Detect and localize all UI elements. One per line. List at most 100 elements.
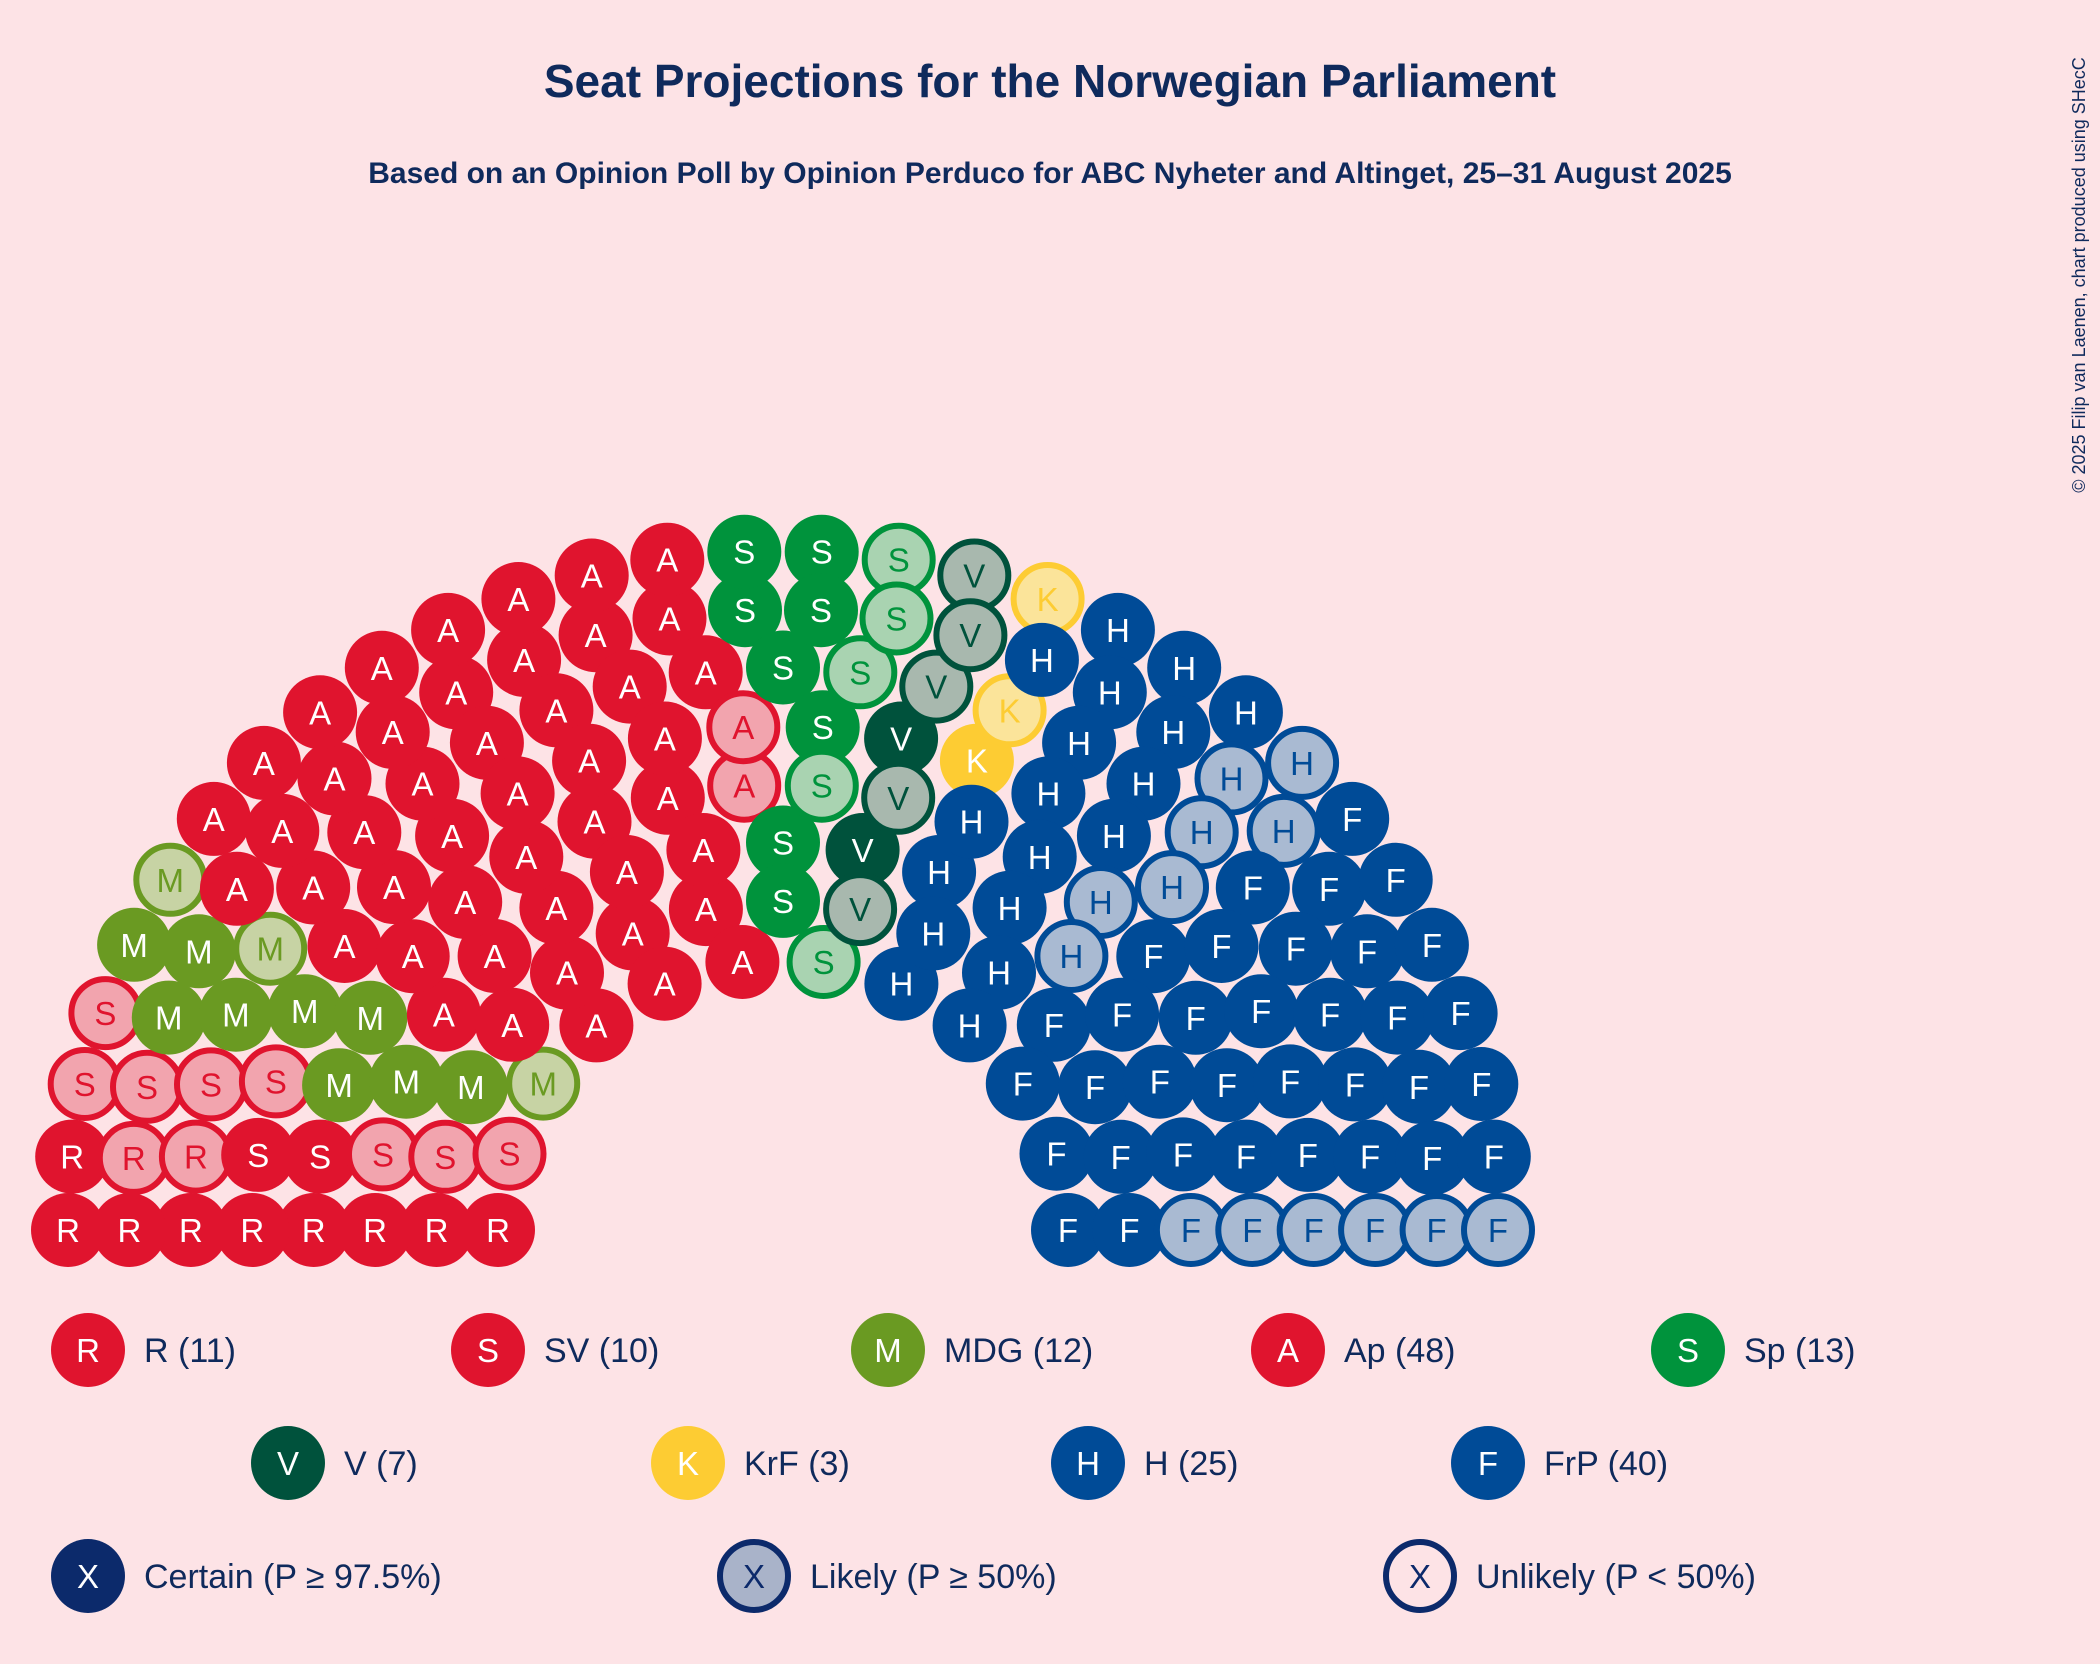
seat-letter: H [960,804,984,841]
seat-h: H [1004,622,1079,697]
seat-letter: H [1172,650,1196,687]
legend-label: R (11) [144,1332,236,1370]
seat-letter: A [657,780,679,817]
seat-ap: A [475,987,550,1062]
seat-letter: A [402,938,424,975]
seat-letter: F [1320,997,1340,1034]
seat-ap: A [554,538,629,613]
seat-sv: S [110,1049,184,1124]
seat-letter: F [1046,1136,1066,1173]
seat-letter: M [325,1067,353,1104]
seat-letter: S [94,995,116,1032]
probability-legend-label: Likely (P ≥ 50%) [810,1558,1057,1596]
seat-ap: A [327,795,402,870]
seat-letter: K [1037,581,1059,618]
seat-letter: H [1290,745,1314,782]
seat-sp: S [784,573,858,648]
seat-letter: R [184,1139,208,1176]
seat-r: R [215,1193,290,1267]
seat-mdg: M [433,1050,508,1125]
seat-letter: H [998,890,1022,927]
seat-mdg: M [133,842,208,917]
seat-letter: V [849,891,871,928]
seat-letter: A [545,692,567,729]
probability-legend-label: Unlikely (P < 50%) [1476,1558,1756,1596]
seat-letter: R [60,1139,84,1176]
legend-item-sp: S Sp (13) [1651,1313,1856,1387]
seat-letter: A [323,760,345,797]
seat-mdg: M [131,980,206,1055]
seat-ap: A [307,909,382,983]
legend-item-mdg: M MDG (12) [851,1313,1093,1387]
seat-letter: M [457,1069,485,1106]
seat-sv: S [238,1044,313,1119]
seat-letter: H [889,966,913,1003]
seat-frp: F [1146,1117,1220,1192]
seat-frp: F [1456,1119,1531,1194]
seat-letter: S [498,1136,520,1173]
seat-letter: A [658,601,680,638]
seat-v: V [823,872,898,947]
seat-frp: F [1270,1117,1345,1192]
seat-letter: A [656,542,678,579]
seat-letter: F [1360,1139,1380,1176]
seat-letter: S [811,534,833,571]
seat-letter: H [1030,642,1054,679]
seat-letter: F [1143,938,1163,975]
legend-label: Ap (48) [1344,1332,1456,1370]
seat-ap: A [199,851,274,926]
seat-letter: S [74,1066,96,1103]
seat-frp: F [1208,1119,1283,1194]
seat-sv: S [472,1116,547,1191]
seat-letter: F [1243,870,1263,907]
seat-letter: S [200,1066,222,1103]
probability-legend: X Certain (P ≥ 97.5%) X Likely (P ≥ 50%) X Un… [51,1539,1756,1613]
seat-frp: F [1224,974,1299,1049]
seat-frp: F [1215,850,1290,925]
seat-letter: V [963,558,985,595]
seat-mdg: M [161,914,236,989]
seat-ap: A [344,630,419,705]
seat-ap: A [226,725,301,800]
seat-letter: M [357,1000,385,1037]
seat-letter: S [434,1139,456,1176]
seat-frp: F [1318,1047,1392,1122]
seat-h: H [1080,592,1155,667]
seat-letter: A [302,870,324,907]
seat-h: H [1265,725,1340,800]
seat-v: V [864,701,939,776]
seat-letter: F [1387,1000,1407,1037]
seat-sp: S [708,573,782,648]
seat-frp: F [1338,1193,1413,1267]
seat-letter: A [411,766,433,803]
seat-letter: F [1217,1067,1237,1104]
seat-letter: A [383,869,405,906]
seat-ap: A [428,865,503,939]
seat-mdg: M [233,911,308,986]
seat-mdg: M [267,974,342,1049]
seat-letter: A [581,558,603,595]
seat-ap: A [668,872,743,947]
seat-letter: M [256,931,284,968]
seat-letter: S [247,1137,269,1174]
seat-letter: M [185,933,213,970]
seat-letter: A [732,709,754,746]
party-legend: R R (11) S SV (10) M MDG (12) A Ap (48) S Sp (13)… [51,1313,1856,1500]
seat-h: H [1135,850,1209,925]
seat-letter: A [476,725,498,762]
seat-letter: A [731,944,753,981]
svg-text:R: R [76,1332,100,1369]
seat-letter: F [1471,1066,1491,1103]
seat-r: R [96,1120,171,1195]
seat-letter: F [1319,871,1339,908]
seat-r: R [35,1119,110,1194]
seat-letter: F [1181,1212,1201,1249]
seat-frp: F [985,1046,1060,1121]
seat-h: H [1034,919,1109,993]
seat-letter: F [1085,1069,1105,1106]
seat-letter: F [1013,1066,1033,1103]
seat-frp: F [1122,1044,1197,1119]
seat-h: H [1164,795,1239,870]
seat-krf: K [1010,562,1085,636]
svg-text:X: X [1409,1558,1431,1595]
